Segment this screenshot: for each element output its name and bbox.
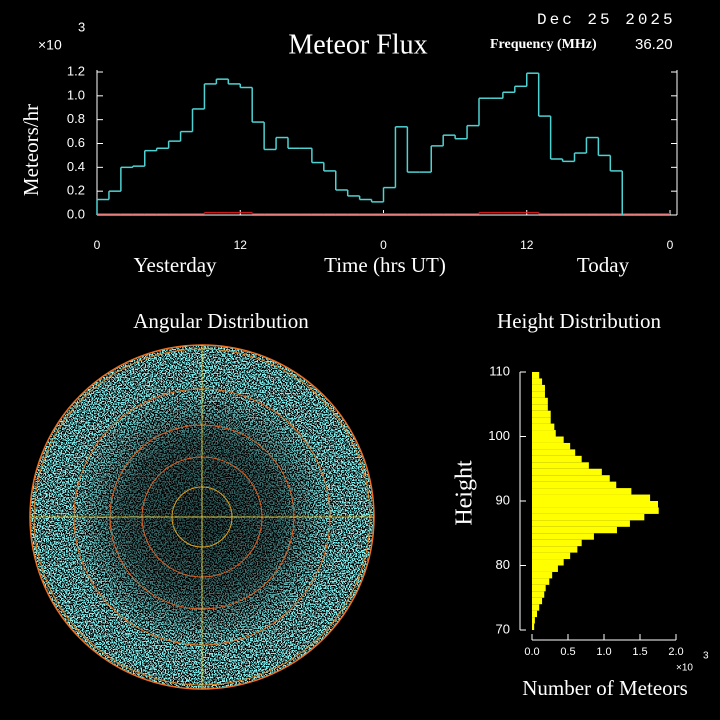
- y-tick-label: 0.8: [67, 111, 85, 126]
- x-tick-label: 0: [667, 238, 674, 252]
- y-tick-label: 90: [496, 492, 510, 507]
- bar: [532, 397, 548, 405]
- x-tick-label: 2.0: [668, 646, 683, 658]
- bar: [532, 501, 658, 508]
- bar: [532, 430, 556, 437]
- bar: [532, 468, 602, 476]
- bar: [532, 417, 551, 424]
- x-tick-label: 0.0: [524, 646, 539, 658]
- bar: [532, 546, 578, 553]
- bar: [532, 384, 545, 392]
- scale-label: ×10: [38, 37, 62, 53]
- bar: [532, 423, 555, 431]
- bar: [532, 488, 632, 495]
- y-tick-label: 0.6: [67, 135, 85, 150]
- bar: [532, 604, 540, 611]
- bar: [532, 481, 617, 489]
- scale-label: ×10: [676, 663, 693, 674]
- y-axis-label: Meteors/hr: [19, 104, 43, 196]
- y-tick-label: 1.2: [67, 63, 85, 78]
- bar: [532, 391, 545, 398]
- bar: [532, 462, 589, 469]
- bar: [532, 591, 545, 598]
- bar: [532, 617, 535, 624]
- x-tick-label: 0.5: [560, 646, 575, 658]
- bar: [532, 436, 564, 443]
- bar: [532, 578, 550, 585]
- bar: [532, 455, 582, 463]
- period-label: Yesterday: [133, 253, 217, 277]
- bar: [532, 442, 571, 450]
- x-tick-label: 0: [380, 238, 387, 252]
- y-tick-label: 0.4: [67, 159, 85, 174]
- bar: [532, 539, 582, 547]
- bar: [532, 410, 551, 418]
- frequency-label: Frequency (MHz): [490, 37, 597, 52]
- x-tick-label: 12: [234, 238, 248, 252]
- x-tick-label: 1.0: [596, 646, 611, 658]
- y-tick-label: 100: [488, 428, 510, 443]
- bar: [532, 526, 617, 534]
- bar: [532, 507, 659, 514]
- bar: [532, 584, 546, 592]
- frequency: 36.20: [635, 36, 673, 53]
- bar: [532, 565, 558, 572]
- x-axis-label: Number of Meteors: [522, 676, 688, 700]
- period-label: Today: [577, 253, 630, 277]
- bar: [532, 494, 651, 501]
- bar: [532, 552, 571, 560]
- scale-exponent: 3: [78, 19, 85, 34]
- y-tick-label: 80: [496, 557, 510, 572]
- y-axis-label: Height: [452, 460, 478, 526]
- polar-grid: [29, 344, 375, 690]
- bar: [532, 449, 576, 456]
- chart-title: Meteor Flux: [288, 29, 427, 60]
- bar: [532, 597, 543, 605]
- x-tick-label: 12: [520, 238, 534, 252]
- chart-title: Height Distribution: [497, 309, 661, 333]
- y-tick-label: 0.0: [67, 206, 85, 221]
- bar: [532, 520, 630, 527]
- bar: [532, 559, 564, 566]
- bar: [532, 610, 538, 618]
- x-tick-label: 1.5: [632, 646, 647, 658]
- y-tick-label: 1.0: [67, 87, 85, 102]
- bar: [532, 475, 610, 482]
- bar: [532, 404, 548, 411]
- y-tick-label: 70: [496, 621, 510, 636]
- bar: [532, 378, 543, 385]
- bar: [532, 513, 645, 521]
- bar: [532, 372, 540, 379]
- y-tick-label: 110: [489, 363, 510, 378]
- x-axis-label: Time (hrs UT): [324, 253, 446, 277]
- bar: [532, 571, 553, 579]
- bar: [532, 623, 535, 630]
- scale-exponent: 3: [703, 651, 709, 662]
- bar: [532, 533, 594, 540]
- chart-title: Angular Distribution: [133, 309, 309, 333]
- y-tick-label: 0.2: [67, 183, 85, 198]
- date: Dec 25 2025: [537, 11, 676, 29]
- x-tick-label: 0: [94, 238, 101, 252]
